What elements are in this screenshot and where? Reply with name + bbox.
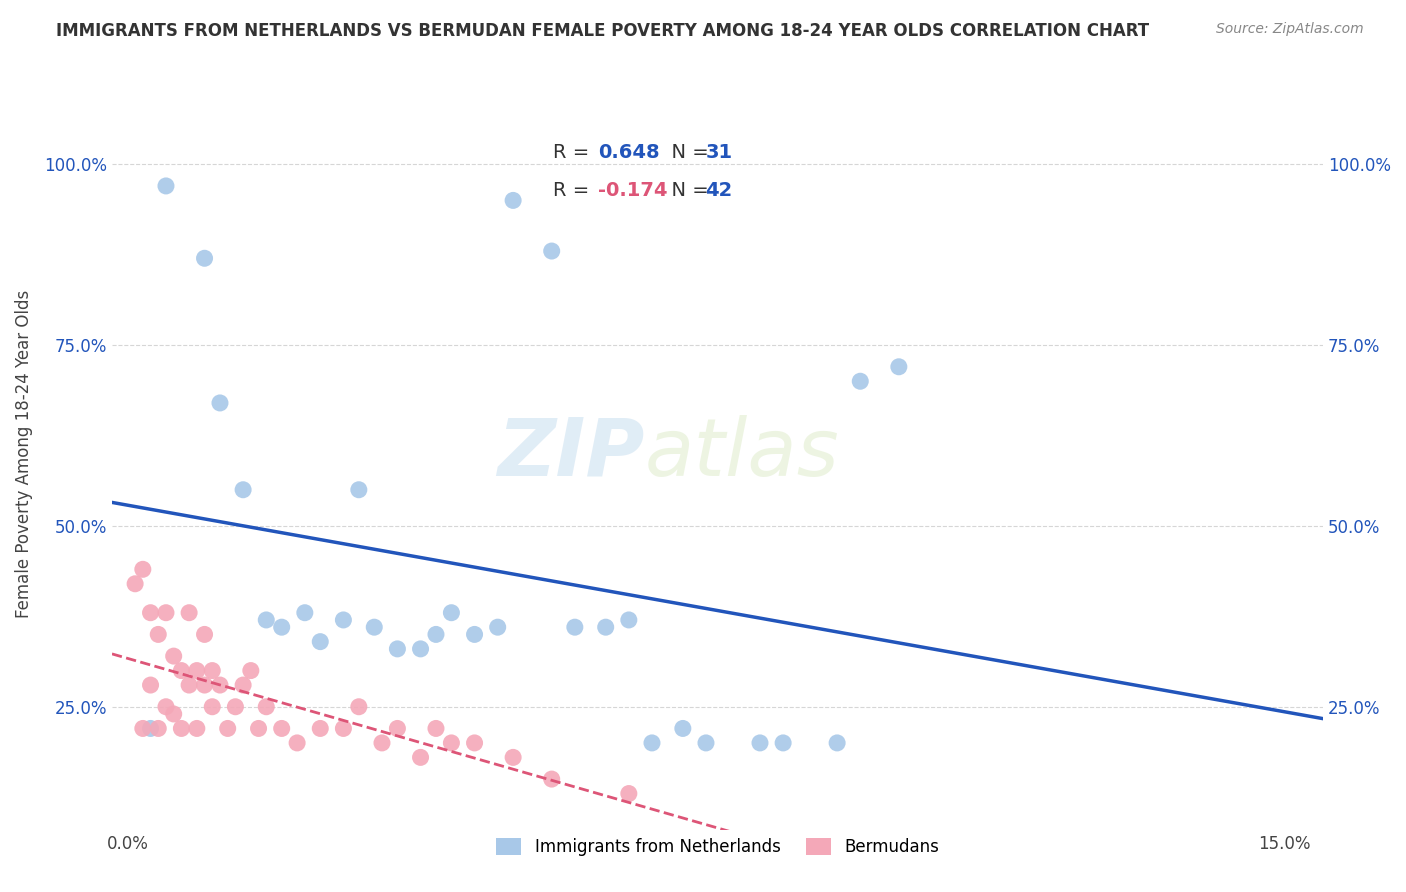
Point	[641, 736, 664, 750]
Point	[254, 699, 277, 714]
Point	[595, 620, 617, 634]
Legend: Immigrants from Netherlands, Bermudans: Immigrants from Netherlands, Bermudans	[489, 831, 945, 863]
Point	[825, 736, 848, 750]
Point	[332, 722, 354, 736]
Point	[179, 606, 201, 620]
Text: 31: 31	[706, 143, 733, 162]
Text: R =: R =	[554, 143, 596, 162]
Point	[163, 706, 186, 721]
Point	[309, 634, 332, 648]
Point	[540, 244, 562, 258]
Point	[208, 396, 231, 410]
Text: ZIP: ZIP	[498, 415, 645, 492]
Point	[440, 736, 463, 750]
Point	[502, 750, 524, 764]
Point	[139, 722, 162, 736]
Point	[887, 359, 910, 374]
Point	[540, 772, 562, 786]
Point	[132, 562, 155, 576]
Point	[347, 483, 370, 497]
Point	[193, 627, 215, 641]
Point	[186, 664, 208, 678]
Point	[155, 178, 177, 193]
Point	[208, 678, 231, 692]
Point	[387, 641, 409, 656]
Point	[285, 736, 308, 750]
Point	[387, 722, 409, 736]
Point	[672, 722, 695, 736]
Point	[749, 736, 772, 750]
Text: -0.174: -0.174	[599, 181, 668, 200]
Point	[124, 576, 146, 591]
Point	[425, 722, 447, 736]
Point	[617, 787, 640, 801]
Point	[502, 194, 524, 208]
Point	[564, 620, 586, 634]
Point	[155, 699, 177, 714]
Text: atlas: atlas	[645, 415, 839, 492]
Point	[849, 374, 872, 388]
Point	[224, 699, 246, 714]
Point	[132, 722, 155, 736]
Point	[440, 606, 463, 620]
Point	[155, 606, 177, 620]
Point	[163, 649, 186, 664]
Point	[139, 606, 162, 620]
Point	[695, 736, 717, 750]
Point	[201, 699, 224, 714]
Point	[139, 678, 162, 692]
Point	[371, 736, 394, 750]
Point	[425, 627, 447, 641]
Point	[409, 750, 432, 764]
Point	[232, 678, 254, 692]
Point	[201, 664, 224, 678]
Point	[217, 722, 239, 736]
Point	[186, 722, 208, 736]
Point	[464, 736, 486, 750]
Text: Source: ZipAtlas.com: Source: ZipAtlas.com	[1216, 22, 1364, 37]
Text: R =: R =	[554, 181, 596, 200]
Point	[486, 620, 509, 634]
Point	[193, 678, 215, 692]
Point	[254, 613, 277, 627]
Point	[464, 627, 486, 641]
Point	[270, 620, 292, 634]
Point	[170, 722, 193, 736]
Point	[148, 722, 170, 736]
Point	[409, 641, 432, 656]
Point	[347, 699, 370, 714]
Point	[247, 722, 270, 736]
Text: 42: 42	[706, 181, 733, 200]
Point	[363, 620, 385, 634]
Text: N =: N =	[659, 143, 714, 162]
Point	[294, 606, 316, 620]
Point	[193, 252, 215, 266]
Point	[239, 664, 262, 678]
Point	[332, 613, 354, 627]
Point	[617, 613, 640, 627]
Point	[170, 664, 193, 678]
Text: IMMIGRANTS FROM NETHERLANDS VS BERMUDAN FEMALE POVERTY AMONG 18-24 YEAR OLDS COR: IMMIGRANTS FROM NETHERLANDS VS BERMUDAN …	[56, 22, 1149, 40]
Point	[148, 627, 170, 641]
Point	[270, 722, 292, 736]
Text: 0.648: 0.648	[599, 143, 659, 162]
Point	[309, 722, 332, 736]
Point	[179, 678, 201, 692]
Point	[772, 736, 794, 750]
Text: N =: N =	[659, 181, 714, 200]
Point	[232, 483, 254, 497]
Y-axis label: Female Poverty Among 18-24 Year Olds: Female Poverty Among 18-24 Year Olds	[15, 289, 32, 617]
